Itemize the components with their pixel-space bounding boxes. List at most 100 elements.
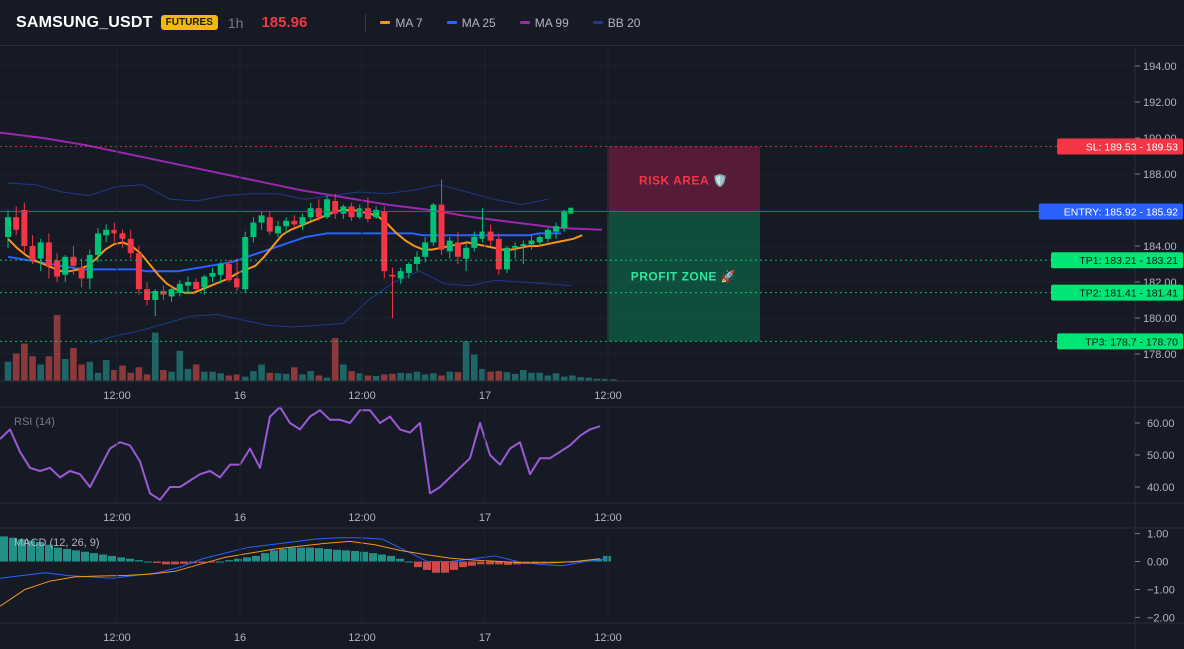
- candle-body[interactable]: [340, 206, 347, 214]
- level-tag-sl[interactable]: SL: 189.53 - 189.53: [1057, 138, 1183, 155]
- timeframe-label[interactable]: 1h: [227, 14, 244, 31]
- volume-bar: [520, 370, 527, 381]
- candle-body[interactable]: [438, 204, 445, 250]
- candle-body[interactable]: [111, 229, 118, 234]
- candle-body[interactable]: [144, 289, 151, 300]
- x-tick-label: 12:00: [348, 512, 376, 524]
- candle-body[interactable]: [446, 240, 453, 252]
- macd-histogram-bar: [333, 549, 341, 562]
- candle-body[interactable]: [37, 242, 44, 259]
- level-tag-tp1[interactable]: TP1: 183.21 - 183.21: [1051, 252, 1183, 269]
- profit-zone-label: PROFIT ZONE 🚀: [631, 269, 736, 283]
- price-pane[interactable]: RISK AREA 🛡️ PROFIT ZONE 🚀: [0, 65, 1135, 381]
- candle-body[interactable]: [21, 210, 28, 246]
- candle-body[interactable]: [373, 210, 380, 218]
- candle-body[interactable]: [103, 229, 110, 236]
- candle-body[interactable]: [487, 231, 494, 241]
- candle-body[interactable]: [397, 271, 404, 279]
- candle-body[interactable]: [217, 264, 224, 275]
- risk-area-zone[interactable]: [607, 146, 760, 212]
- candle-body[interactable]: [356, 208, 363, 218]
- volume-bar: [168, 371, 175, 381]
- candle-body[interactable]: [315, 208, 322, 218]
- candle-body[interactable]: [258, 215, 265, 223]
- macd-histogram-bar: [234, 558, 242, 562]
- volume-bar: [37, 364, 45, 381]
- volume-bar: [250, 371, 257, 381]
- candle-body[interactable]: [364, 208, 371, 219]
- profit-zone[interactable]: [607, 211, 760, 342]
- candle-body[interactable]: [176, 283, 183, 293]
- candle-body[interactable]: [266, 217, 273, 232]
- candle-body[interactable]: [503, 247, 510, 270]
- candle-body[interactable]: [127, 238, 134, 254]
- volume-bar: [127, 372, 134, 381]
- candle-body[interactable]: [234, 278, 241, 288]
- symbol-name[interactable]: SAMSUNG_USDT: [16, 13, 153, 31]
- candle-body[interactable]: [119, 233, 126, 239]
- volume-bar: [413, 371, 421, 381]
- candle-body[interactable]: [209, 273, 216, 277]
- candle-body[interactable]: [471, 237, 478, 248]
- candle-body[interactable]: [94, 233, 101, 255]
- candle-body[interactable]: [242, 237, 249, 290]
- candle-body[interactable]: [561, 210, 568, 228]
- candle-body[interactable]: [225, 264, 232, 281]
- volume-bar: [282, 373, 290, 381]
- level-tag-tp3[interactable]: TP3: 178.7 - 178.70: [1057, 333, 1183, 350]
- candle-body[interactable]: [250, 222, 257, 237]
- legend-ma99[interactable]: MA 99: [519, 16, 569, 30]
- legend-bb20[interactable]: BB 20: [592, 16, 640, 30]
- candle-body[interactable]: [544, 229, 551, 239]
- candle-body[interactable]: [405, 264, 412, 273]
- candle-body[interactable]: [5, 217, 11, 237]
- candle-body[interactable]: [78, 267, 85, 279]
- level-tag-bg: [1038, 203, 1183, 220]
- candle-body[interactable]: [332, 201, 339, 214]
- candle-body[interactable]: [70, 256, 77, 266]
- candle-body[interactable]: [463, 247, 470, 259]
- candle-body[interactable]: [29, 246, 36, 261]
- candle-body[interactable]: [479, 231, 486, 239]
- candle-body[interactable]: [324, 199, 331, 218]
- candle-body[interactable]: [274, 226, 281, 234]
- legend-ma25[interactable]: MA 25: [446, 16, 496, 30]
- candle-body[interactable]: [152, 291, 159, 300]
- candle-body[interactable]: [512, 246, 519, 248]
- legend-ma7[interactable]: MA 7: [380, 16, 423, 30]
- candle-body[interactable]: [135, 253, 142, 290]
- candle-body[interactable]: [193, 282, 200, 290]
- candle-body[interactable]: [184, 282, 191, 286]
- candle-body[interactable]: [13, 217, 20, 230]
- macd-histogram-bar: [153, 561, 161, 563]
- candle-body[interactable]: [291, 220, 298, 225]
- macd-title: MACD (12, 26, 9): [14, 537, 100, 549]
- candle-body[interactable]: [381, 211, 388, 272]
- candle-body[interactable]: [528, 240, 535, 245]
- rsi-pane[interactable]: RSI (14): [0, 406, 601, 501]
- candle-body[interactable]: [454, 242, 461, 257]
- volume-bar: [102, 360, 110, 381]
- candle-body[interactable]: [201, 276, 208, 288]
- candle-body[interactable]: [495, 238, 502, 270]
- candle-body[interactable]: [299, 217, 306, 225]
- candle-body[interactable]: [86, 255, 93, 279]
- candle-body[interactable]: [520, 244, 527, 246]
- candle-body[interactable]: [307, 208, 314, 218]
- candle-body[interactable]: [283, 220, 290, 227]
- candle-body[interactable]: [160, 291, 167, 295]
- candle-body[interactable]: [62, 256, 69, 275]
- candle-body[interactable]: [422, 242, 429, 257]
- macd-pane[interactable]: MACD (12, 26, 9): [0, 536, 611, 607]
- level-tag-tp2[interactable]: TP2: 181.41 - 181.41: [1051, 284, 1183, 301]
- candle-body[interactable]: [536, 237, 543, 243]
- header-divider: [365, 13, 367, 32]
- level-tag-entry[interactable]: ENTRY: 185.92 - 185.92: [1038, 203, 1183, 220]
- candle-body[interactable]: [45, 242, 52, 266]
- volume-bar: [70, 348, 77, 381]
- candle-body[interactable]: [553, 226, 560, 232]
- candle-body[interactable]: [389, 274, 396, 277]
- candle-body[interactable]: [430, 204, 437, 243]
- candle-body[interactable]: [54, 260, 61, 277]
